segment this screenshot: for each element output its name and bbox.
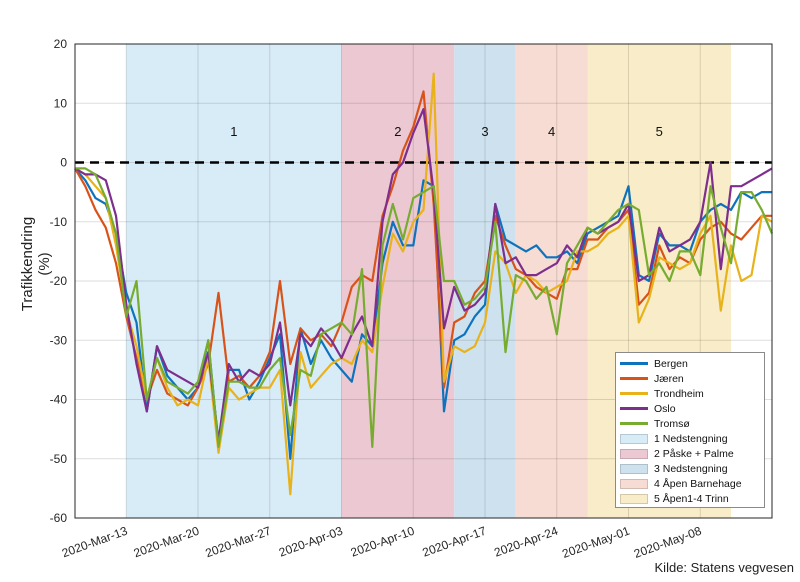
series-line-trondheim — [74, 72, 773, 496]
legend-label-period-2: 2 Påske + Palme — [654, 447, 734, 460]
x-tick-label: 2020-May-01 — [560, 524, 632, 561]
plot-frame — [74, 43, 773, 519]
period-label-4: 4 — [548, 124, 555, 139]
legend-label-oslo: Oslo — [654, 402, 676, 415]
legend-label-period-3: 3 Nedstengning — [654, 462, 728, 475]
x-tick-label: 2020-Apr-17 — [421, 524, 489, 560]
legend-patch-period-4 — [620, 478, 648, 489]
legend-item-period-2: 2 Påske + Palme — [620, 446, 764, 461]
legend-label-period-4: 4 Åpen Barnehage — [654, 477, 742, 490]
period-label-3: 3 — [481, 124, 488, 139]
legend-item-tromso: Tromsø — [620, 416, 764, 431]
legend-swatch-trondheim — [620, 392, 648, 395]
legend-label-period-5: 5 Åpen1-4 Trinn — [654, 492, 729, 505]
x-tick-label: 2020-May-08 — [632, 524, 704, 561]
legend-patch-period-2 — [620, 448, 648, 459]
legend-swatch-jaeren — [620, 377, 648, 380]
source-note: Kilde: Statens vegvesen — [654, 560, 794, 575]
series-line-tromsø — [75, 167, 774, 448]
series-line-jæren — [74, 90, 772, 407]
series-line-oslo — [74, 108, 773, 443]
legend-patch-period-3 — [620, 463, 648, 474]
series-line-bergen — [74, 167, 772, 460]
x-tick-label: 2020-Apr-10 — [349, 524, 417, 560]
y-tick-label: -20 — [50, 274, 68, 288]
y-axis-ticks: 20 10 0 -10 -20 -30 -40 -50 -60 — [50, 37, 68, 525]
series-lines — [74, 72, 774, 496]
legend-item-trondheim: Trondheim — [620, 386, 764, 401]
legend-item-period-5: 5 Åpen1-4 Trinn — [620, 491, 764, 506]
period-labels: 1 2 3 4 5 — [230, 124, 663, 139]
legend-item-period-3: 3 Nedstengning — [620, 461, 764, 476]
legend-swatch-tromso — [620, 422, 648, 425]
y-tick-label: 20 — [54, 37, 68, 51]
legend-item-bergen: Bergen — [620, 356, 764, 371]
period-label-2: 2 — [394, 124, 401, 139]
y-tick-label: -60 — [50, 511, 68, 525]
period-band-1 — [126, 44, 342, 518]
legend-item-period-1: 1 Nedstengning — [620, 431, 764, 446]
y-tick-label: -40 — [50, 393, 68, 407]
x-tick-label: 2020-Apr-24 — [492, 524, 560, 560]
legend-label-bergen: Bergen — [654, 357, 688, 370]
x-tick-label: 2020-Mar-13 — [60, 524, 130, 561]
x-tick-label: 2020-Apr-03 — [277, 524, 345, 560]
x-axis-ticks: 2020-Mar-13 2020-Mar-20 2020-Mar-27 2020-Ap… — [60, 524, 704, 561]
legend-item-jaeren: Jæren — [620, 371, 764, 386]
y-tick-label: -50 — [50, 452, 68, 466]
legend-item-oslo: Oslo — [620, 401, 764, 416]
period-label-1: 1 — [230, 124, 237, 139]
legend: Bergen Jæren Trondheim Oslo Tromsø 1 Ned… — [615, 352, 765, 508]
legend-label-period-1: 1 Nedstengning — [654, 432, 728, 445]
x-tick-label: 2020-Mar-27 — [203, 524, 273, 561]
legend-swatch-oslo — [620, 407, 648, 410]
y-tick-label: -30 — [50, 333, 68, 347]
y-tick-label: 0 — [60, 156, 67, 170]
legend-label-jaeren: Jæren — [654, 372, 684, 385]
period-label-5: 5 — [656, 124, 663, 139]
y-tick-label: -10 — [50, 215, 68, 229]
legend-item-period-4: 4 Åpen Barnehage — [620, 476, 764, 491]
period-band-4 — [515, 44, 588, 518]
x-tick-label: 2020-Mar-20 — [132, 524, 202, 561]
y-axis-title: Trafikkendring (%) — [19, 216, 53, 312]
legend-patch-period-5 — [620, 493, 648, 504]
legend-patch-period-1 — [620, 433, 648, 444]
y-tick-label: 10 — [54, 96, 68, 110]
legend-label-trondheim: Trondheim — [654, 387, 704, 400]
legend-label-tromso: Tromsø — [654, 417, 690, 430]
legend-swatch-bergen — [620, 362, 648, 365]
